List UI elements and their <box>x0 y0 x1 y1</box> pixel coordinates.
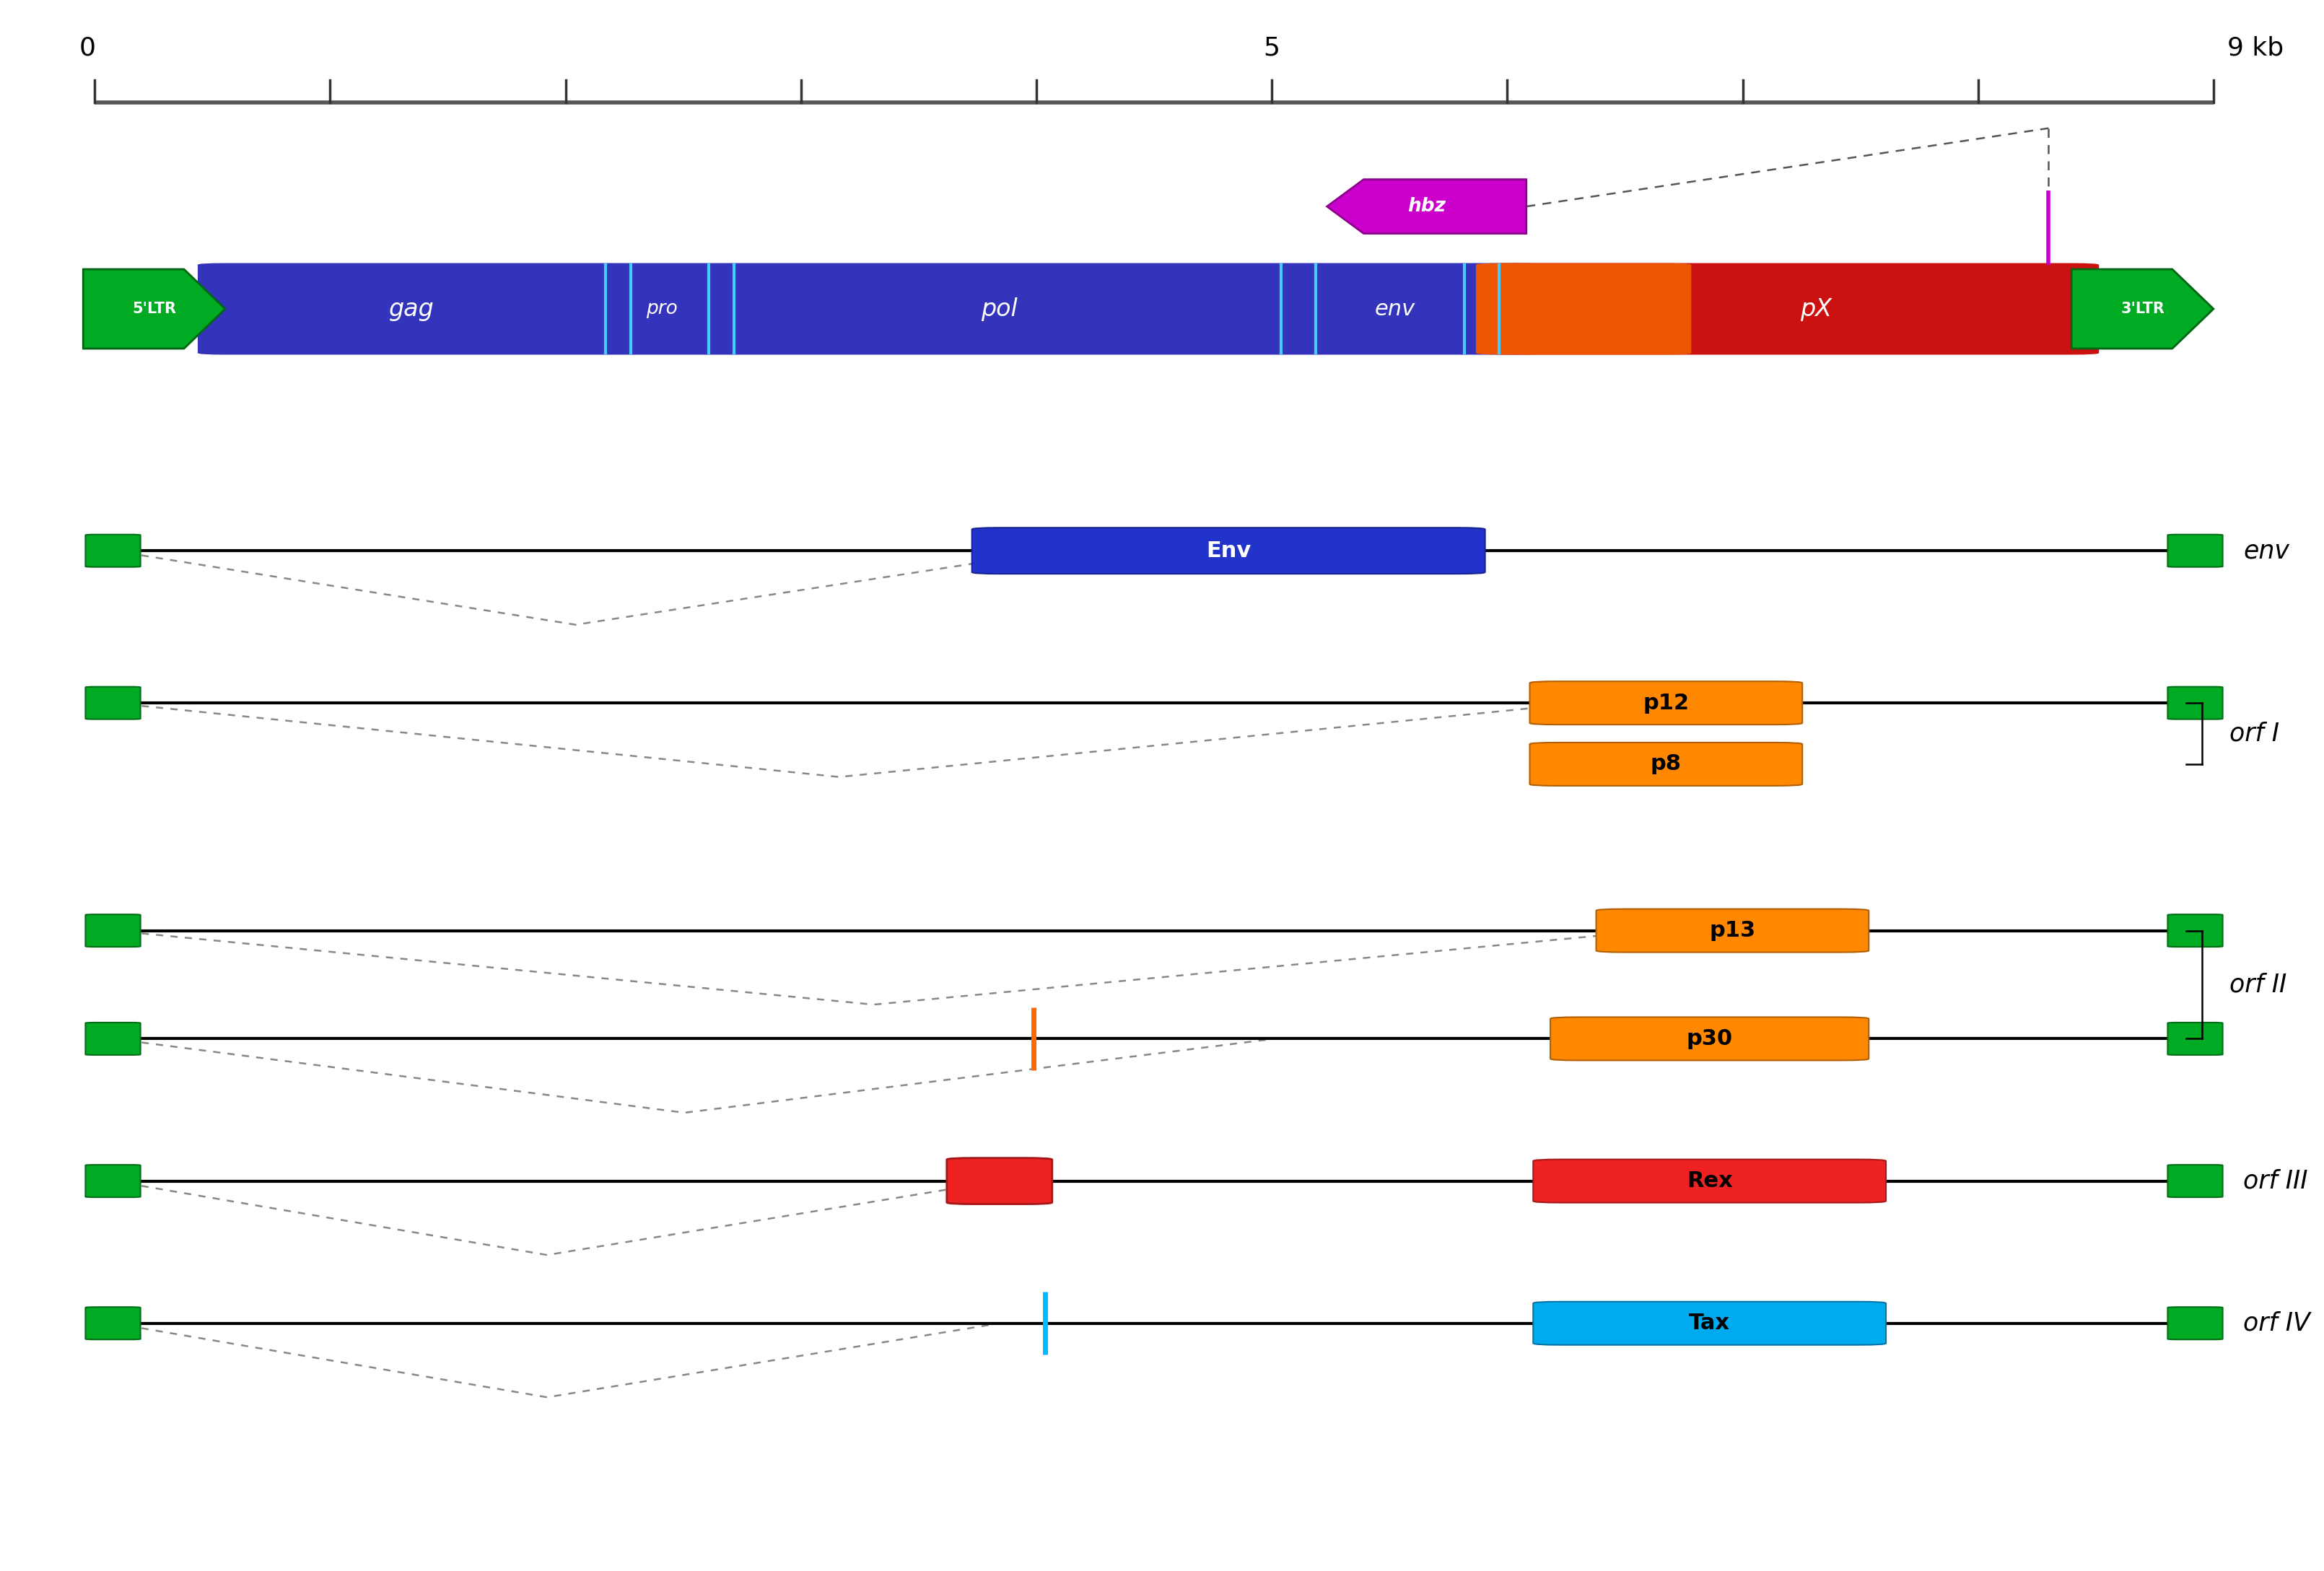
FancyBboxPatch shape <box>1529 743 1803 786</box>
Text: p12: p12 <box>1643 693 1690 713</box>
Text: p13: p13 <box>1710 921 1755 941</box>
FancyBboxPatch shape <box>1476 262 1692 355</box>
Text: p8: p8 <box>1650 754 1683 775</box>
Text: Rex: Rex <box>1687 1170 1734 1191</box>
Text: 5: 5 <box>1264 36 1281 60</box>
Text: hbz: hbz <box>1408 196 1446 215</box>
FancyBboxPatch shape <box>2168 1023 2222 1056</box>
FancyBboxPatch shape <box>1529 682 1803 724</box>
Text: 3'LTR: 3'LTR <box>2119 302 2164 316</box>
FancyBboxPatch shape <box>1487 262 2099 355</box>
Text: pol: pol <box>981 297 1018 320</box>
FancyBboxPatch shape <box>1534 1302 1887 1345</box>
Polygon shape <box>2071 269 2212 349</box>
FancyBboxPatch shape <box>2168 534 2222 567</box>
FancyBboxPatch shape <box>86 687 139 720</box>
Text: env: env <box>1373 298 1415 319</box>
FancyBboxPatch shape <box>2168 1307 2222 1340</box>
FancyBboxPatch shape <box>86 534 139 567</box>
FancyBboxPatch shape <box>2168 687 2222 720</box>
FancyBboxPatch shape <box>86 914 139 947</box>
FancyBboxPatch shape <box>1597 910 1868 952</box>
FancyBboxPatch shape <box>1534 1159 1887 1203</box>
Text: pX: pX <box>1801 297 1831 320</box>
Text: 0: 0 <box>79 36 95 60</box>
Text: Env: Env <box>1206 540 1250 561</box>
FancyBboxPatch shape <box>2168 1164 2222 1197</box>
Polygon shape <box>84 269 225 349</box>
Text: orf III: orf III <box>2243 1169 2308 1194</box>
Text: 5'LTR: 5'LTR <box>132 302 177 316</box>
FancyBboxPatch shape <box>946 1158 1053 1203</box>
Text: p30: p30 <box>1687 1029 1734 1049</box>
Text: gag: gag <box>388 297 435 320</box>
Polygon shape <box>1327 179 1527 234</box>
Text: 9 kb: 9 kb <box>2226 36 2284 60</box>
FancyBboxPatch shape <box>971 528 1485 573</box>
Text: Tax: Tax <box>1690 1313 1729 1334</box>
Text: orf I: orf I <box>2229 721 2280 746</box>
FancyBboxPatch shape <box>86 1023 139 1056</box>
FancyBboxPatch shape <box>86 1164 139 1197</box>
Text: orf IV: orf IV <box>2243 1312 2310 1335</box>
FancyBboxPatch shape <box>1550 1016 1868 1060</box>
Text: pro: pro <box>646 300 676 319</box>
Text: env: env <box>2243 539 2289 562</box>
Text: orf II: orf II <box>2229 972 2287 998</box>
FancyBboxPatch shape <box>2168 914 2222 947</box>
FancyBboxPatch shape <box>86 1307 139 1340</box>
FancyBboxPatch shape <box>198 262 1543 355</box>
